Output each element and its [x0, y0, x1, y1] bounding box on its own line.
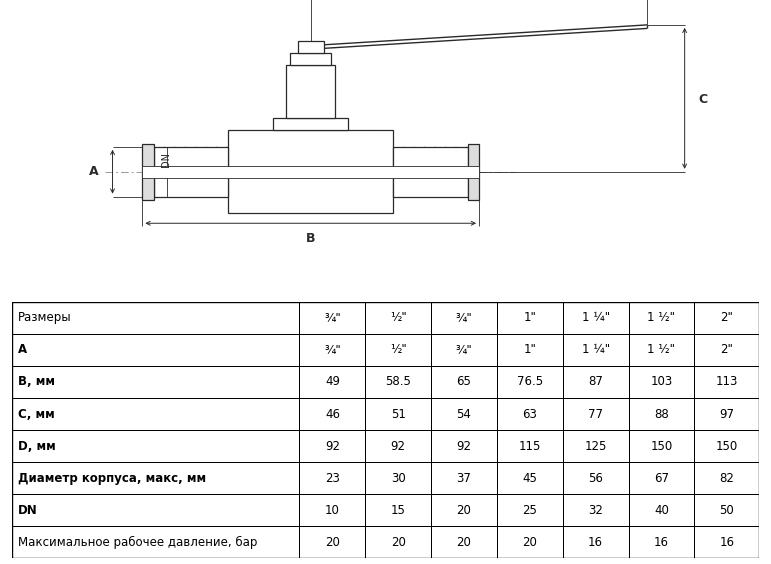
- Bar: [286, 65, 335, 118]
- Text: 16: 16: [588, 536, 603, 549]
- Text: 23: 23: [325, 472, 340, 484]
- Text: 20: 20: [325, 536, 340, 549]
- Bar: [273, 118, 348, 130]
- Text: 88: 88: [654, 408, 668, 421]
- Text: ½": ½": [390, 343, 406, 356]
- Text: 15: 15: [391, 504, 406, 517]
- Text: ¾": ¾": [456, 311, 473, 324]
- Text: 65: 65: [456, 376, 471, 389]
- Text: 20: 20: [456, 504, 471, 517]
- Text: ¾": ¾": [324, 311, 341, 324]
- Text: 97: 97: [719, 408, 735, 421]
- Text: С, мм: С, мм: [18, 408, 54, 421]
- Text: ½": ½": [390, 311, 406, 324]
- Text: 54: 54: [456, 408, 471, 421]
- Text: Максимальное рабочее давление, бар: Максимальное рабочее давление, бар: [18, 536, 257, 549]
- Text: 76.5: 76.5: [517, 376, 543, 389]
- Text: 37: 37: [456, 472, 471, 484]
- Text: 67: 67: [654, 472, 669, 484]
- Text: ¾": ¾": [324, 343, 341, 356]
- Text: ¾": ¾": [456, 343, 473, 356]
- Bar: [143, 144, 153, 200]
- Text: 46: 46: [325, 408, 340, 421]
- Text: DN: DN: [161, 152, 171, 168]
- Text: 16: 16: [654, 536, 669, 549]
- Text: Размеры: Размеры: [18, 311, 71, 324]
- Text: B: B: [306, 232, 315, 245]
- Text: D, мм: D, мм: [18, 439, 56, 452]
- Text: 1": 1": [524, 311, 537, 324]
- Text: 30: 30: [391, 472, 406, 484]
- Text: 40: 40: [654, 504, 669, 517]
- Text: 77: 77: [588, 408, 603, 421]
- Text: 2": 2": [720, 311, 733, 324]
- Text: 49: 49: [325, 376, 340, 389]
- Text: 103: 103: [651, 376, 672, 389]
- Text: 20: 20: [456, 536, 471, 549]
- Text: A: A: [89, 165, 99, 178]
- Text: 25: 25: [523, 504, 537, 517]
- Text: 16: 16: [719, 536, 735, 549]
- Text: 32: 32: [588, 504, 603, 517]
- Text: В, мм: В, мм: [18, 376, 55, 389]
- Bar: [393, 147, 468, 197]
- Text: 56: 56: [588, 472, 603, 484]
- Text: 63: 63: [523, 408, 537, 421]
- Text: DN: DN: [18, 504, 37, 517]
- Text: 51: 51: [391, 408, 406, 421]
- Text: 92: 92: [456, 439, 472, 452]
- Text: 150: 150: [715, 439, 738, 452]
- Text: 92: 92: [391, 439, 406, 452]
- Text: 1 ½": 1 ½": [648, 343, 675, 356]
- Text: 125: 125: [584, 439, 607, 452]
- Text: 20: 20: [523, 536, 537, 549]
- Text: 115: 115: [519, 439, 541, 452]
- Text: 1 ¼": 1 ¼": [581, 343, 610, 356]
- Bar: [153, 147, 228, 197]
- Text: 1": 1": [524, 343, 537, 356]
- Text: 20: 20: [391, 536, 406, 549]
- Bar: [228, 130, 393, 213]
- Text: А: А: [18, 343, 27, 356]
- Text: 2": 2": [720, 343, 733, 356]
- Text: 92: 92: [325, 439, 340, 452]
- Text: 87: 87: [588, 376, 603, 389]
- Text: Диаметр корпуса, макс, мм: Диаметр корпуса, макс, мм: [18, 472, 206, 484]
- Text: 82: 82: [719, 472, 734, 484]
- Text: 1 ¼": 1 ¼": [581, 311, 610, 324]
- Text: 45: 45: [523, 472, 537, 484]
- Bar: [468, 144, 479, 200]
- Bar: [143, 165, 479, 178]
- Text: 50: 50: [719, 504, 734, 517]
- Text: C: C: [699, 92, 708, 105]
- Text: 58.5: 58.5: [386, 376, 411, 389]
- Bar: [298, 41, 324, 54]
- Text: 150: 150: [651, 439, 672, 452]
- Text: 10: 10: [325, 504, 340, 517]
- Text: 1 ½": 1 ½": [648, 311, 675, 324]
- Text: 113: 113: [715, 376, 738, 389]
- Bar: [290, 54, 332, 65]
